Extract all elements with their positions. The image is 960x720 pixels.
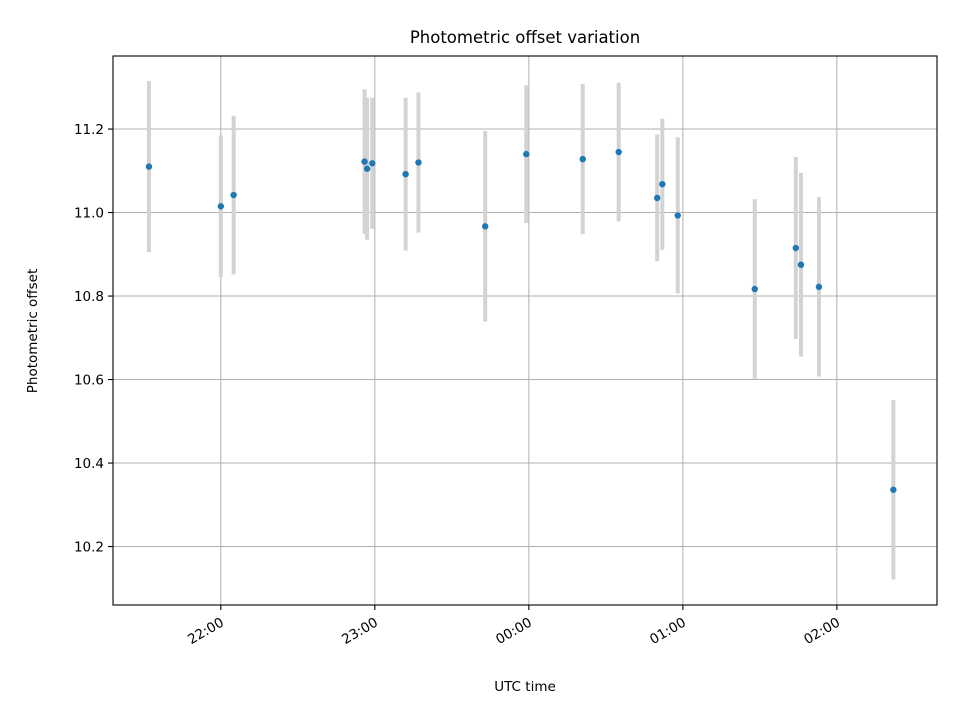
chart-title: Photometric offset variation: [410, 28, 640, 47]
y-tick-label: 10.4: [74, 456, 104, 472]
data-point: [523, 150, 530, 158]
y-tick-label: 10.8: [74, 289, 104, 305]
data-point: [751, 285, 758, 293]
data-point: [659, 180, 666, 188]
y-axis-label: Photometric offset: [25, 269, 41, 393]
data-point: [890, 486, 897, 493]
data-point: [363, 165, 371, 172]
data-point: [230, 191, 237, 199]
x-tick-label: 23:00: [339, 615, 381, 648]
x-tick-label: 01:00: [647, 615, 689, 648]
data-point: [674, 212, 681, 219]
x-tick-label: 00:00: [493, 615, 535, 648]
data-point: [615, 148, 622, 156]
data-point: [415, 159, 422, 166]
data-point: [797, 261, 805, 268]
data-points: [145, 148, 897, 493]
x-axis-ticks: 22:00 23:00 00:00 01:00 02:00: [185, 605, 843, 648]
x-axis-label: UTC time: [494, 679, 556, 695]
data-point: [482, 223, 489, 230]
data-point: [217, 203, 225, 210]
data-point: [579, 155, 586, 163]
x-tick-label: 02:00: [801, 615, 843, 648]
data-point: [815, 283, 823, 291]
data-point: [792, 244, 800, 252]
y-tick-label: 10.6: [74, 373, 104, 389]
data-point: [361, 158, 368, 165]
y-axis-ticks: 10.2 10.4 10.6 10.8 11.0 11.2: [74, 122, 113, 556]
data-point: [653, 194, 661, 202]
plot-frame: [112, 55, 938, 606]
y-tick-label: 10.2: [74, 540, 104, 556]
y-tick-label: 11.2: [74, 122, 104, 138]
data-point: [369, 160, 376, 167]
x-tick-label: 22:00: [185, 615, 227, 648]
y-tick-label: 11.0: [74, 206, 104, 222]
error-bars: [146, 81, 896, 580]
data-point: [402, 170, 409, 178]
data-point: [145, 163, 153, 170]
